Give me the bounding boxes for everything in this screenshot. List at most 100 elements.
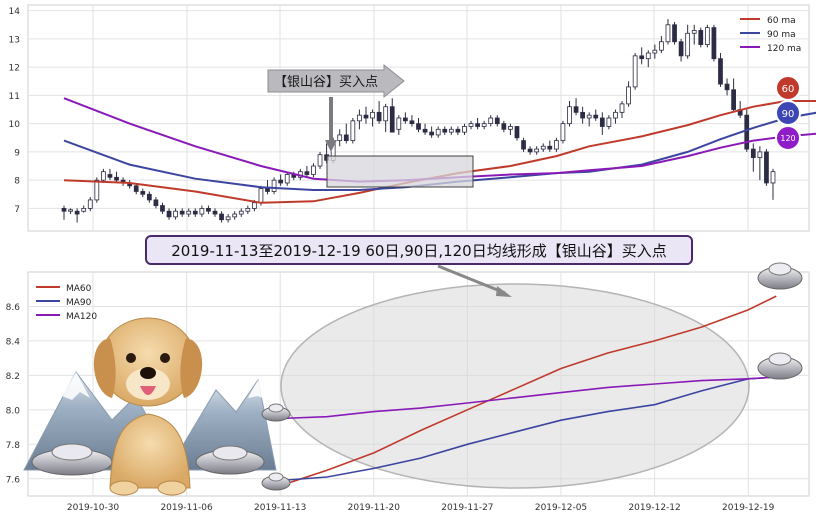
top-yaxis: 7 8 9 10 11 12 13 14 xyxy=(9,7,21,215)
bottom-xtick-label: 2019-11-06 xyxy=(160,503,213,513)
legend-label-ma60: MA60 xyxy=(66,284,92,294)
candle-body xyxy=(744,114,750,150)
annotation-pointer-head xyxy=(325,140,337,152)
candle-body xyxy=(245,207,251,212)
candle-body xyxy=(665,24,671,43)
badge-120-circle xyxy=(775,125,801,151)
banner-pointer xyxy=(437,264,506,295)
candle-body xyxy=(101,171,106,181)
candle-body xyxy=(232,213,238,218)
top-ytick-label: 9 xyxy=(14,148,20,158)
candle-body xyxy=(166,210,172,218)
candle-body xyxy=(521,140,526,150)
bottom-legend: MA60 MA90 MA120 xyxy=(36,284,97,322)
candle-body xyxy=(468,123,474,127)
banner-text: 2019-11-13至2019-12-19 60日,90日,120日均线形成【银… xyxy=(171,242,666,260)
candle-body xyxy=(370,111,375,119)
candle-body xyxy=(409,120,415,125)
candle-body xyxy=(764,151,769,184)
bottom-yaxis: 7.6 7.8 8.0 8.2 8.4 8.6 xyxy=(6,303,21,485)
candle-body xyxy=(238,210,244,215)
bottom-chart: 7.6 7.8 8.0 8.2 8.4 8.6 2019-10-30 2019-11-06 2… xyxy=(6,262,810,513)
bottom-ytick-label: 8.4 xyxy=(6,337,21,347)
candle-body xyxy=(652,49,658,54)
candle-body xyxy=(284,174,290,184)
bottom-xtick-label: 2019-10-30 xyxy=(67,503,120,513)
candle-body xyxy=(698,30,704,45)
candle-body xyxy=(455,128,461,133)
candle-body xyxy=(580,111,585,119)
top-ytick-label: 12 xyxy=(9,64,20,74)
candle-body xyxy=(146,193,152,201)
candle-body xyxy=(645,52,651,60)
candle-body xyxy=(186,210,192,215)
bottom-series-line-ma60 xyxy=(279,295,777,487)
highlight-zone xyxy=(326,155,474,188)
ingot-mid-right xyxy=(757,352,803,380)
candle-body xyxy=(540,145,546,150)
candle-body xyxy=(691,30,697,34)
candle-body xyxy=(140,191,146,195)
candle-body xyxy=(508,126,513,130)
candle-body xyxy=(553,140,559,150)
candle-body xyxy=(337,134,343,141)
candle-body xyxy=(278,179,284,184)
buy-point-annotation: 【银山谷】买入点 xyxy=(267,63,405,152)
bottom-ytick-label: 8.0 xyxy=(6,406,21,416)
candle-body xyxy=(192,210,198,215)
candle-body xyxy=(514,126,520,139)
ingot-right xyxy=(195,445,265,475)
candle-body xyxy=(731,89,736,110)
bottom-ytick-label: 7.6 xyxy=(6,475,21,485)
candle-body xyxy=(81,207,87,212)
bottom-xtick-label: 2019-11-20 xyxy=(348,503,401,513)
bottom-xtick-label: 2019-11-27 xyxy=(441,503,493,513)
candle-body xyxy=(481,123,487,127)
candle-body xyxy=(606,117,612,127)
bottom-xtick-label: 2019-12-05 xyxy=(535,503,587,513)
candle-body xyxy=(343,134,349,141)
bottom-ytick-label: 8.6 xyxy=(6,303,21,313)
candle-body xyxy=(74,210,80,215)
candle-body xyxy=(173,210,178,218)
candle-body xyxy=(61,207,67,212)
candle-body xyxy=(573,106,579,113)
bottom-ytick-label: 7.8 xyxy=(6,441,21,451)
candle-body xyxy=(501,123,507,130)
top-ytick-label: 7 xyxy=(14,205,20,215)
candle-body xyxy=(442,128,448,133)
candle-body xyxy=(626,86,631,105)
badge-60-label: 60 xyxy=(782,84,795,95)
candle-body xyxy=(304,171,310,175)
top-candles xyxy=(61,19,776,223)
candle-body xyxy=(265,188,270,192)
candle-body xyxy=(94,179,100,201)
candle-body xyxy=(770,171,776,184)
candle-body xyxy=(317,154,323,167)
candle-body xyxy=(672,24,677,43)
top-ytick-label: 13 xyxy=(9,35,20,45)
candle-body xyxy=(632,55,638,88)
candle-body xyxy=(160,205,165,212)
top-ma-lines xyxy=(63,97,816,204)
candle-body xyxy=(435,128,441,136)
valley-ellipse xyxy=(280,283,750,489)
candle-body xyxy=(153,199,159,206)
candle-body xyxy=(475,123,480,127)
top-ytick-label: 8 xyxy=(14,177,20,187)
candle-body xyxy=(724,83,730,91)
candle-body xyxy=(179,210,185,215)
top-chart: 7 8 9 10 11 12 13 14 【银山谷】买入点 60 ma 90 ma 120 m… xyxy=(9,4,816,232)
legend-label-ma120: MA120 xyxy=(66,312,97,322)
candle-body xyxy=(271,179,277,192)
bottom-ytick-label: 8.2 xyxy=(6,372,20,382)
candle-body xyxy=(350,120,356,141)
candle-body xyxy=(757,151,763,158)
bottom-xaxis: 2019-10-30 2019-11-06 2019-11-13 2019-11-20… xyxy=(67,503,775,513)
candle-body xyxy=(718,58,723,85)
top-ytick-label: 10 xyxy=(9,120,21,130)
candle-body xyxy=(416,123,421,130)
top-series-line-120 xyxy=(63,97,816,183)
banner-box xyxy=(145,235,693,265)
candle-body xyxy=(389,106,395,133)
